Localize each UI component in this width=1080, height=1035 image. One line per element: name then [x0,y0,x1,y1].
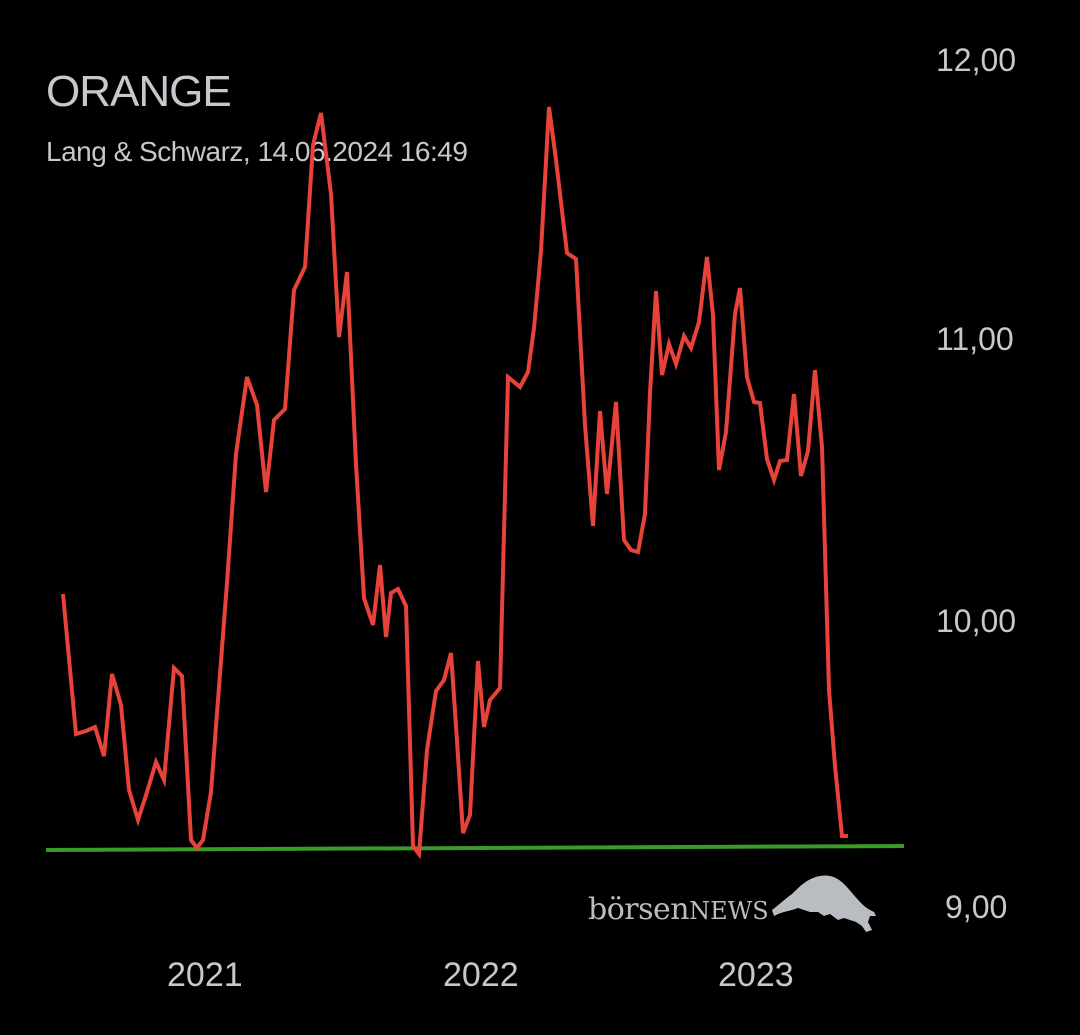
x-tick-2021: 2021 [167,956,243,994]
logo-wordmark: börsenNEWS [588,892,769,927]
x-tick-2022: 2022 [443,956,519,994]
x-tick-2023: 2023 [718,956,794,994]
bull-icon [772,875,876,932]
chart-title: ORANGE [46,67,232,116]
price-line [61,106,848,860]
y-tick-10: 10,00 [936,603,1017,639]
y-tick-9: 9,00 [945,889,1008,925]
chart-subtitle: Lang & Schwarz, 14.06.2024 16:49 [46,136,468,167]
boersennews-logo: börsenNEWS [588,870,888,940]
support-line [45,844,905,852]
y-tick-11: 11,00 [936,321,1014,357]
y-tick-12: 12,00 [936,42,1017,78]
